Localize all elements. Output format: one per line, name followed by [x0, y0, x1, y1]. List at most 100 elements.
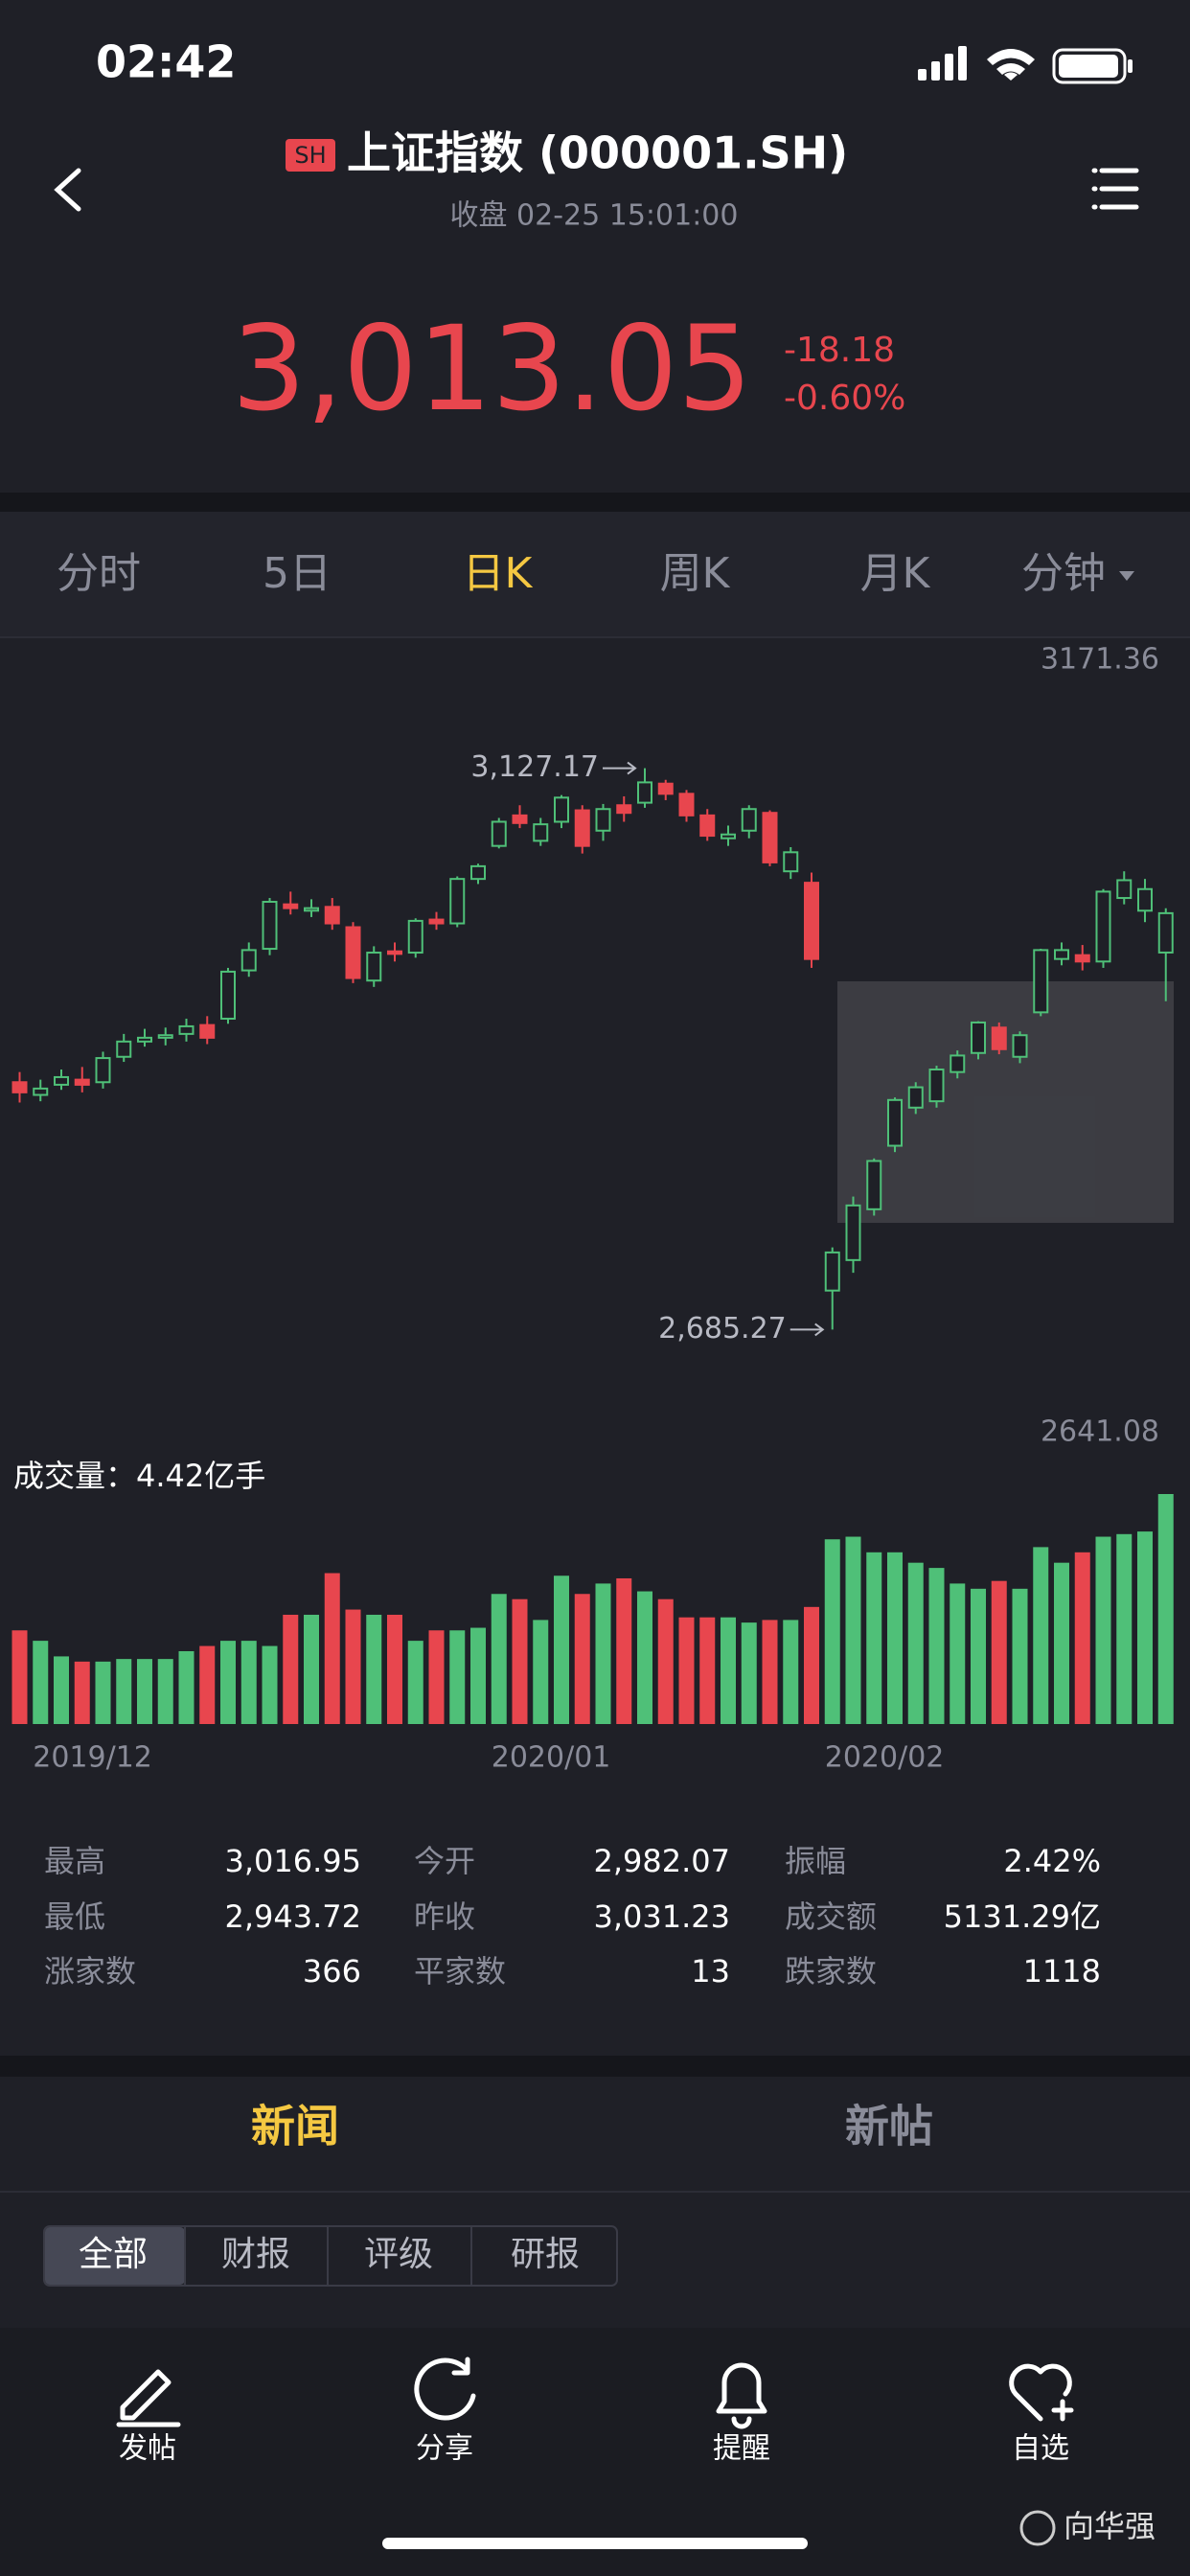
candle-body: [1157, 911, 1174, 954]
volume-bar: [1012, 1588, 1028, 1724]
stat-label: 振幅: [785, 1843, 846, 1879]
candle-body: [11, 1081, 28, 1093]
candle-body: [116, 1040, 132, 1058]
volume-bar: [470, 1627, 486, 1724]
volume-bar: [95, 1661, 111, 1724]
candle-body: [699, 814, 716, 838]
volume-bar: [74, 1661, 90, 1724]
volume-bar: [721, 1617, 736, 1724]
candle-body: [533, 823, 549, 842]
candle-body: [1137, 887, 1153, 912]
candle-body: [804, 882, 819, 960]
stat-label: 昨收: [414, 1898, 475, 1935]
home-indicator: [382, 2538, 808, 2549]
volume-bar: [1033, 1547, 1049, 1724]
market-badge: SH: [294, 142, 326, 169]
volume-bar: [595, 1583, 611, 1724]
divider: [0, 2056, 1190, 2077]
volume-bar: [928, 1568, 945, 1724]
candle-body: [1116, 879, 1133, 900]
candle-body: [449, 878, 466, 925]
candle-body: [762, 812, 778, 863]
candle-body: [33, 1087, 49, 1096]
volume-bar: [116, 1659, 132, 1724]
volume-bar: [407, 1641, 423, 1724]
period-tab[interactable]: 5日: [263, 549, 332, 598]
candle-body: [428, 918, 445, 925]
candle-body: [137, 1036, 152, 1043]
filter-selected-bg: [45, 2227, 185, 2285]
volume-bar: [574, 1594, 590, 1724]
period-tab[interactable]: 分时: [57, 549, 141, 598]
volume-bar: [345, 1609, 361, 1724]
price: 3,013.05: [232, 301, 752, 437]
period-tab[interactable]: 周K: [660, 549, 731, 598]
divider: [0, 493, 1190, 512]
candle-body: [595, 808, 611, 832]
candle-body: [971, 1021, 986, 1054]
candle-body: [74, 1078, 90, 1086]
candle-body: [1074, 954, 1090, 963]
candle-body: [220, 970, 236, 1020]
filter-chip[interactable]: 全部: [79, 2235, 148, 2274]
volume-bar: [262, 1645, 278, 1724]
volume-bar: [54, 1656, 69, 1724]
period-tab[interactable]: 日K: [463, 549, 534, 598]
menu-button[interactable]: [1091, 168, 1139, 210]
volume-bar: [1074, 1552, 1090, 1724]
stat-label: 最高: [44, 1843, 105, 1879]
volume-bar: [1137, 1531, 1153, 1724]
candle-body: [512, 814, 528, 824]
nav-label[interactable]: 自选: [1012, 2432, 1069, 2466]
volume-bar: [783, 1620, 799, 1724]
candle-body: [54, 1075, 69, 1086]
period-tab[interactable]: 分钟: [1021, 549, 1106, 598]
x-tick-label: 2020/02: [825, 1741, 945, 1775]
candle-body: [845, 1204, 861, 1261]
volume-bar: [428, 1630, 445, 1724]
volume-bar: [449, 1630, 466, 1724]
candle-body: [887, 1098, 903, 1147]
stat-value: 1118: [1023, 1953, 1101, 1990]
volume-bar: [512, 1598, 528, 1724]
back-button[interactable]: [54, 168, 81, 212]
nav-label[interactable]: 分享: [416, 2432, 473, 2466]
annotation-arrow: [603, 761, 637, 775]
candle-body: [1095, 890, 1111, 963]
filter-chip[interactable]: 研报: [511, 2235, 580, 2274]
period-tab[interactable]: 月K: [860, 549, 931, 598]
news-tab[interactable]: 新帖: [845, 2101, 933, 2152]
nav-label[interactable]: 提醒: [713, 2432, 770, 2466]
candle-body: [491, 820, 507, 847]
volume-bar: [387, 1614, 402, 1724]
nav-label[interactable]: 发帖: [119, 2432, 176, 2466]
volume-label: 成交量：4.42亿手: [13, 1458, 265, 1494]
candle-body: [199, 1024, 216, 1039]
change-pct: -0.60%: [784, 379, 905, 418]
volume-bar: [220, 1641, 236, 1724]
candle-body: [178, 1024, 195, 1035]
stat-label: 平家数: [414, 1953, 506, 1990]
filter-chip[interactable]: 评级: [364, 2235, 433, 2274]
volume-bar: [887, 1552, 903, 1724]
volume-bar: [971, 1588, 986, 1724]
subtitle: 收盘 02-25 15:01:00: [450, 199, 739, 233]
volume-bar: [33, 1641, 49, 1724]
y-max-label: 3171.36: [1041, 643, 1159, 677]
status-icons: [918, 46, 1133, 84]
candle-body: [240, 949, 257, 972]
volume-bar: [11, 1630, 28, 1724]
candle-body: [657, 782, 674, 795]
candle-body: [554, 796, 569, 823]
stat-value: 2,943.72: [225, 1898, 362, 1935]
price-annotation: 2,685.27: [658, 1312, 787, 1346]
volume-bar: [741, 1622, 757, 1724]
candle-body: [866, 1160, 882, 1210]
volume-bar: [907, 1562, 924, 1724]
candle-body: [637, 781, 652, 804]
filter-chip[interactable]: 财报: [221, 2235, 290, 2274]
news-tab[interactable]: 新闻: [251, 2101, 339, 2152]
volume-bar: [283, 1614, 299, 1724]
volume-bar: [824, 1539, 840, 1724]
